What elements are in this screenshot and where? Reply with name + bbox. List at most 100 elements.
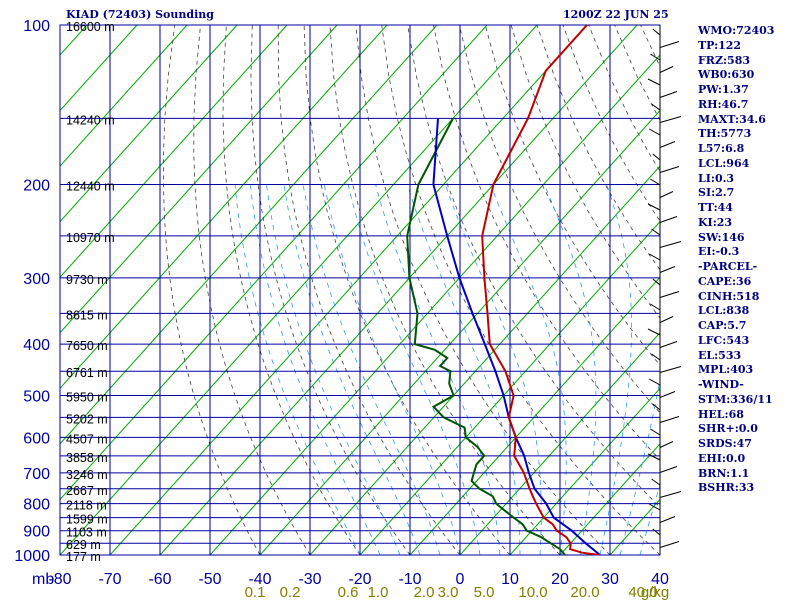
- wind-barb: [651, 228, 661, 236]
- index-item: LCL:838: [698, 304, 750, 318]
- dewpoint-line: [406, 117, 566, 555]
- isotherm-line: [60, 25, 488, 501]
- height-label: 8615 m: [66, 308, 108, 322]
- height-label: 7650 m: [66, 339, 108, 353]
- pressure-label: 1000: [14, 548, 50, 565]
- pressure-label: 600: [23, 430, 50, 447]
- temperature-label: -20: [348, 571, 371, 588]
- height-label: 14240 m: [66, 113, 115, 127]
- mixing-ratio-label: 0.6: [338, 584, 359, 600]
- dry-adiabat-line: [193, 25, 311, 555]
- wind-barb: [652, 153, 661, 161]
- isotherm-line: [559, 443, 660, 555]
- index-item: WMO:72403: [698, 24, 775, 37]
- temperature-line: [481, 25, 601, 555]
- isotherm-line: [159, 25, 638, 555]
- isotherm-line: [359, 220, 660, 555]
- temperature-label: -60: [148, 571, 171, 588]
- wind-barb: [659, 66, 674, 73]
- wind-barb: [651, 478, 661, 486]
- wind-barb: [659, 491, 682, 498]
- wind-barb: [650, 53, 661, 61]
- index-item: SHR+:0.0: [698, 422, 758, 436]
- pressure-label: 100: [23, 18, 50, 35]
- height-label: 1599 m: [66, 513, 108, 527]
- wind-barb: [647, 203, 661, 211]
- index-item: CAP:5.7: [698, 319, 747, 332]
- dry-adiabat-line: [250, 25, 411, 555]
- height-labels: 16600 m 14240 m 12440 m 10970 m 9730 m 8615 m…: [66, 20, 115, 564]
- index-item: RH:46.7: [698, 97, 749, 111]
- wind-barbs: [647, 25, 682, 555]
- index-item: BSHR:33: [698, 481, 755, 495]
- mixing-ratio-label: 3.0: [438, 584, 459, 600]
- wind-barb: [648, 378, 661, 386]
- mixing-ratio-label: g/kg: [641, 584, 669, 600]
- wind-barb: [659, 91, 678, 98]
- mixing-ratio-label: 40.0: [628, 584, 657, 600]
- moist-adiabat-line: [599, 184, 632, 555]
- index-item: LFC:543: [698, 333, 750, 347]
- isotherm-line: [60, 25, 438, 445]
- index-item: CAPE:36: [698, 274, 752, 288]
- wind-barb: [659, 141, 676, 148]
- wind-barb: [659, 541, 680, 548]
- wind-barb: [650, 303, 661, 311]
- wind-barb: [652, 528, 661, 536]
- temperature-label: 20: [551, 571, 569, 588]
- index-item: -PARCEL-: [698, 260, 758, 273]
- height-label: 177 m: [66, 550, 101, 564]
- wind-barb: [647, 328, 661, 336]
- height-label: 5202 m: [66, 412, 108, 426]
- wind-barb: [659, 166, 680, 173]
- height-label: 5950 m: [66, 390, 108, 404]
- moist-adiabat-line: [323, 184, 461, 555]
- isotherm-line: [60, 25, 538, 555]
- height-label: 629 m: [66, 538, 101, 552]
- temperature-label: -70: [98, 571, 121, 588]
- profile-lines: [406, 25, 601, 555]
- moist-adiabat-line: [639, 483, 660, 555]
- wind-barb: [659, 291, 680, 298]
- dry-adiabat-line: [796, 25, 800, 555]
- dry-adiabat-line: [303, 25, 511, 555]
- isotherm-line: [259, 109, 660, 555]
- wind-barb: [651, 103, 661, 111]
- wind-barb: [659, 466, 678, 473]
- mixing-ratio-label: 20.0: [570, 584, 599, 600]
- moist-adiabat-line: [490, 184, 567, 555]
- isotherm-line: [309, 165, 660, 555]
- isotherm-line: [60, 25, 238, 223]
- wind-barb: [659, 416, 680, 423]
- dry-adiabat-line: [162, 25, 261, 555]
- index-item: HEL:68: [698, 407, 744, 421]
- index-item: LCL:964: [698, 156, 750, 170]
- wind-barb: [648, 253, 661, 261]
- temperature-label: 40: [651, 571, 669, 588]
- wind-barb: [659, 441, 674, 448]
- pressure-label: 200: [23, 178, 50, 195]
- index-item: L57:6.8: [698, 142, 745, 155]
- height-label: 12440 m: [66, 180, 115, 194]
- height-label: 3246 m: [66, 468, 108, 482]
- index-item: SW:146: [698, 230, 745, 244]
- wind-barb: [648, 128, 661, 136]
- dry-adiabat-line: [277, 25, 461, 555]
- mixing-ratio-label: 0.2: [280, 584, 301, 600]
- pressure-unit-label: mb: [32, 571, 54, 588]
- wind-barb: [650, 178, 661, 186]
- index-item: EHI:0.0: [698, 451, 746, 465]
- dry-adiabat-line: [407, 25, 660, 508]
- temperature-label: -30: [298, 571, 321, 588]
- index-item: MAXT:34.6: [698, 112, 766, 126]
- isotherm-line: [509, 387, 660, 555]
- temperature-label: 10: [501, 571, 519, 588]
- index-item: SI:2.7: [698, 186, 735, 200]
- isotherm-line: [409, 276, 660, 555]
- wind-barb: [659, 366, 682, 373]
- isotherm-line: [60, 25, 288, 278]
- wind-barb: [647, 78, 661, 86]
- index-item: LI:0.3: [698, 171, 735, 185]
- wind-barb: [652, 28, 661, 36]
